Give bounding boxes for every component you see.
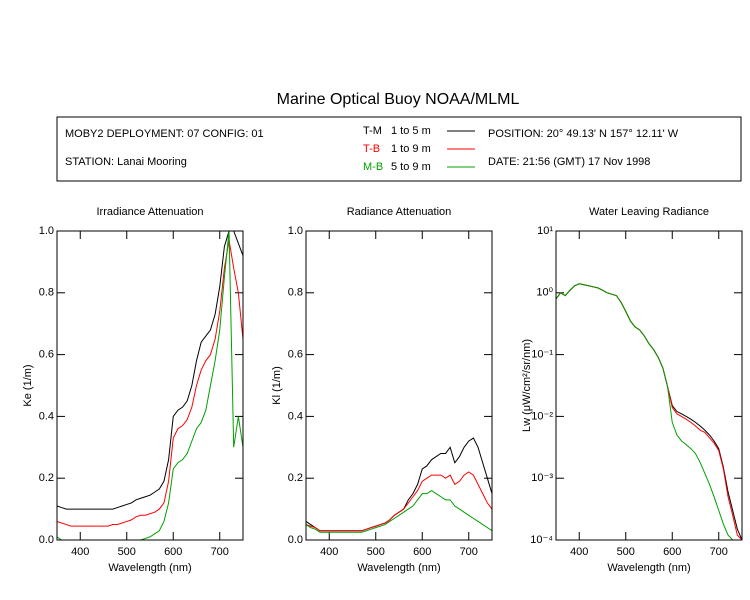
y-tick-label: 10⁰ xyxy=(536,287,553,299)
chart-title: Water Leaving Radiance xyxy=(589,206,709,218)
y-tick-label: 0.0 xyxy=(39,534,54,546)
y-tick-label: 0.4 xyxy=(39,410,54,422)
legend-depth: 1 to 5 m xyxy=(391,125,431,137)
y-axis-label: Kl (1/m) xyxy=(271,366,283,405)
page-title: Marine Optical Buoy NOAA/MLML xyxy=(277,91,520,108)
legend-name: T-B xyxy=(363,143,380,155)
x-tick-label: 400 xyxy=(71,546,89,558)
series-line xyxy=(57,231,243,540)
y-tick-label: 0.2 xyxy=(39,472,54,484)
deployment: MOBY2 DEPLOYMENT: 07 CONFIG: 01 xyxy=(65,128,264,140)
x-tick-label: 500 xyxy=(367,546,385,558)
legend-depth: 5 to 9 m xyxy=(391,161,431,173)
y-tick-label: 10⁻² xyxy=(531,410,553,422)
x-tick-label: 700 xyxy=(211,546,229,558)
y-tick-label: 0.8 xyxy=(39,287,54,299)
legend-name: M-B xyxy=(363,161,383,173)
station: STATION: Lanai Mooring xyxy=(65,156,187,168)
date: DATE: 21:56 (GMT) 17 Nov 1998 xyxy=(488,156,650,168)
series-line xyxy=(57,231,243,510)
plot-frame xyxy=(555,230,743,541)
x-tick-label: 400 xyxy=(570,546,588,558)
series-line xyxy=(556,283,742,540)
x-tick-label: 500 xyxy=(617,546,635,558)
x-tick-label: 500 xyxy=(118,546,136,558)
y-tick-label: 0.4 xyxy=(288,410,303,422)
x-tick-label: 600 xyxy=(164,546,182,558)
series-line xyxy=(556,283,742,540)
info-box xyxy=(56,116,742,182)
plot-frame xyxy=(305,230,493,541)
x-tick-label: 600 xyxy=(663,546,681,558)
y-tick-label: 0.0 xyxy=(288,534,303,546)
series-line xyxy=(556,283,742,540)
x-tick-label: 600 xyxy=(413,546,431,558)
chart-title: Irradiance Attenuation xyxy=(96,206,203,218)
series-line xyxy=(306,471,492,532)
y-tick-label: 0.2 xyxy=(288,472,303,484)
x-tick-label: 700 xyxy=(710,546,728,558)
x-axis-label: Wavelength (nm) xyxy=(108,562,191,574)
series-line xyxy=(57,240,243,527)
y-tick-label: 1.0 xyxy=(288,225,303,237)
x-tick-label: 700 xyxy=(460,546,478,558)
y-axis-label: Ke (1/m) xyxy=(22,364,34,406)
y-tick-label: 0.6 xyxy=(39,349,54,361)
series-line xyxy=(306,437,492,532)
x-axis-label: Wavelength (nm) xyxy=(607,562,690,574)
series-line xyxy=(306,489,492,533)
plot-frame xyxy=(56,230,244,541)
y-tick-label: 0.6 xyxy=(288,349,303,361)
legend-name: T-M xyxy=(363,125,382,137)
x-axis-label: Wavelength (nm) xyxy=(357,562,440,574)
y-tick-label: 10⁻¹ xyxy=(531,349,553,361)
y-tick-label: 10⁻⁴ xyxy=(530,534,553,546)
position: POSITION: 20° 49.13' N 157° 12.11' W xyxy=(488,128,679,140)
x-tick-label: 400 xyxy=(320,546,338,558)
y-tick-label: 0.8 xyxy=(288,287,303,299)
y-tick-label: 1.0 xyxy=(39,225,54,237)
y-tick-label: 10¹ xyxy=(537,225,553,237)
chart-title: Radiance Attenuation xyxy=(347,206,452,218)
y-tick-label: 10⁻³ xyxy=(531,472,553,484)
y-axis-label: Lw (μW/cm²/sr/nm) xyxy=(521,339,533,432)
legend-depth: 1 to 9 m xyxy=(391,143,431,155)
